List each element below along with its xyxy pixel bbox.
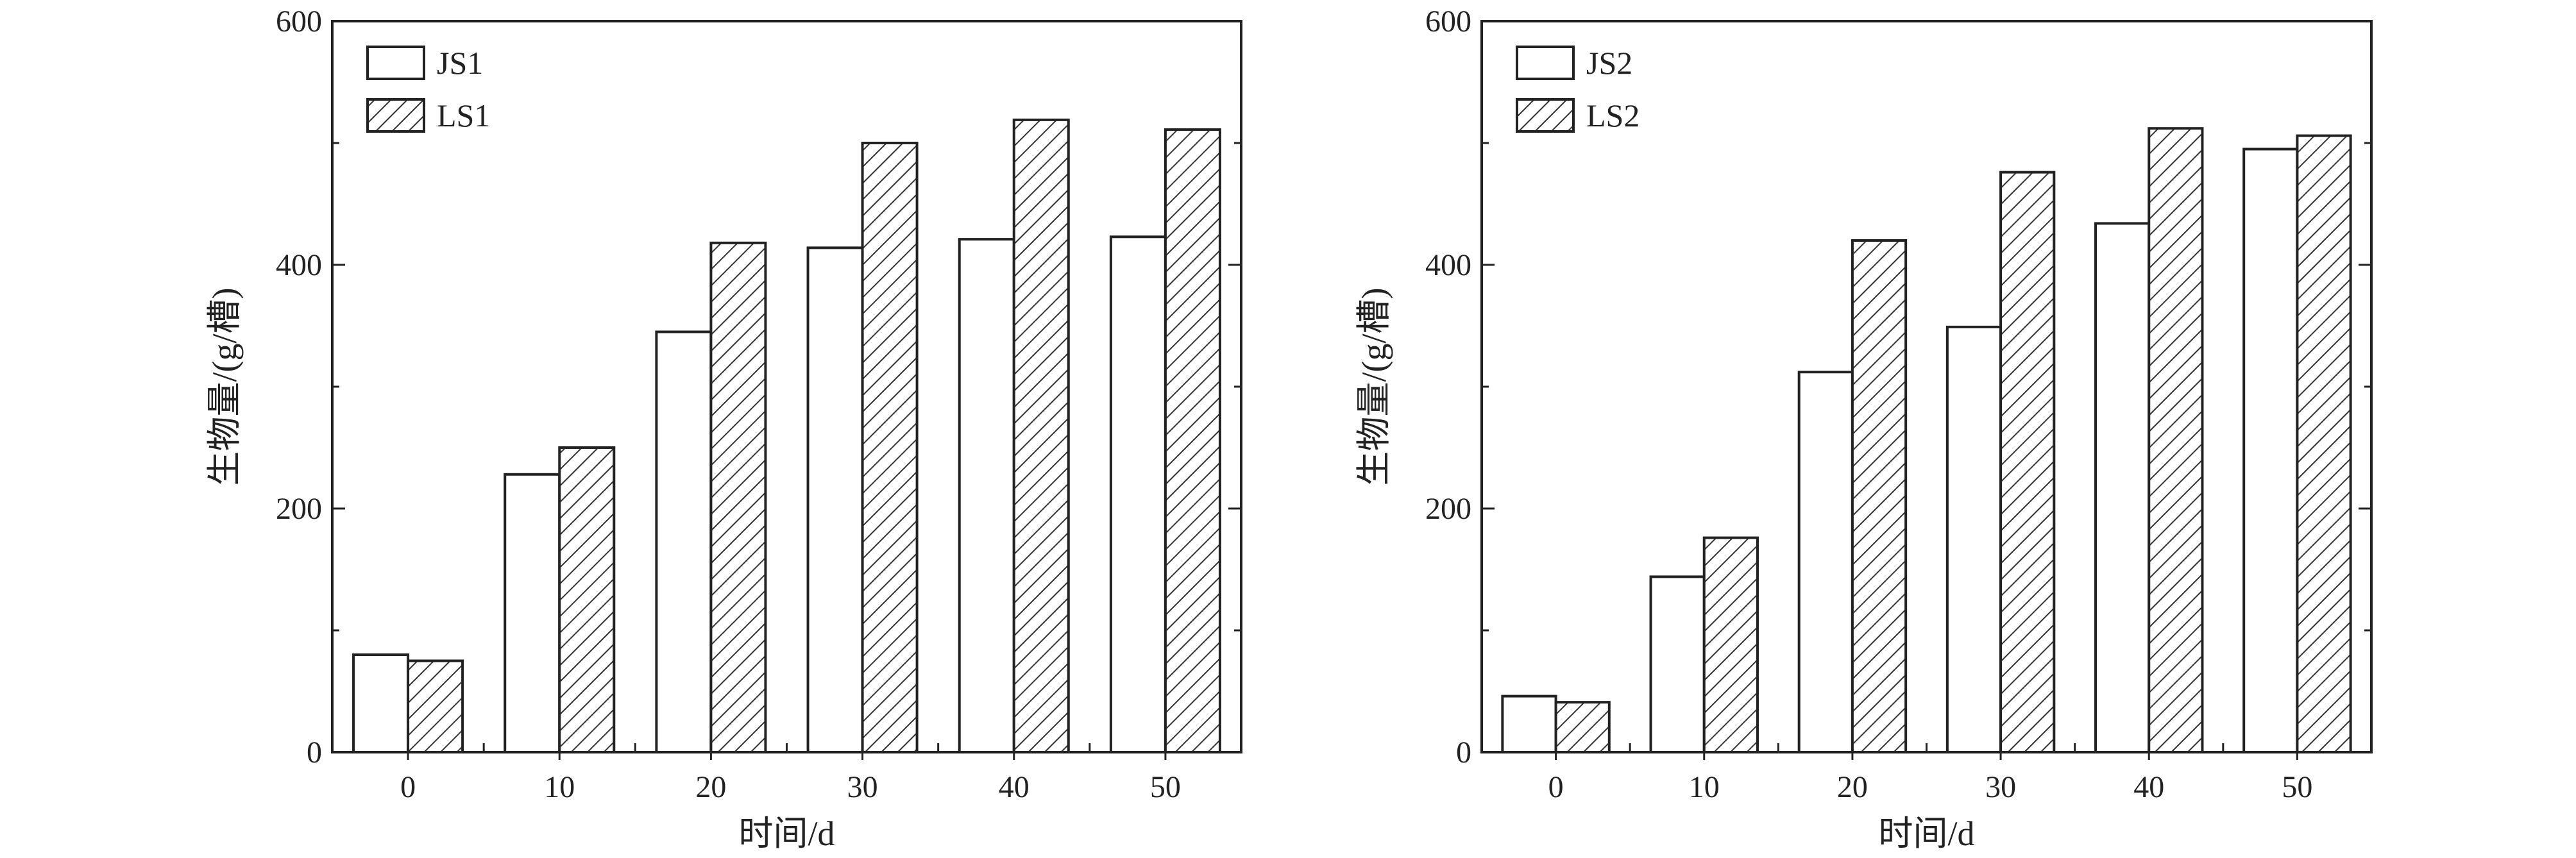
plot-frame xyxy=(1480,20,2373,753)
bar-ls1-30 xyxy=(861,142,919,753)
plot-frame xyxy=(331,20,1242,753)
legend-swatch-js2 xyxy=(1516,46,1575,80)
x-tick-label-0: 0 xyxy=(400,770,416,804)
y-tick-label-600: 600 xyxy=(1425,4,1471,38)
legend-swatch-ls2 xyxy=(1516,98,1575,133)
bar-js1-20 xyxy=(655,330,713,753)
x-axis-label: 时间/d xyxy=(738,814,835,853)
bar-js2-20 xyxy=(1797,371,1854,753)
x-tick-label-30: 30 xyxy=(847,770,878,804)
x-tick-label-40: 40 xyxy=(2133,770,2164,804)
y-tick-label-200: 200 xyxy=(1425,492,1471,526)
chart-panel-2: 0 10 20 30 40 50 0 200 400 600 时间/d 生物量/(g/槽) JS2 LS2 xyxy=(1355,4,2373,853)
x-tick-label-40: 40 xyxy=(999,770,1030,804)
bar-ls2-40 xyxy=(2148,127,2204,753)
bar-js2-0 xyxy=(1501,694,1557,753)
bar-ls2-10 xyxy=(1702,536,1759,753)
bar-ls1-40 xyxy=(1012,118,1070,753)
legend-label-js2: JS2 xyxy=(1586,45,1632,81)
y-axis-label: 生物量/(g/槽) xyxy=(205,288,244,486)
bar-ls2-30 xyxy=(1999,171,2056,754)
y-axis-label: 生物量/(g/槽) xyxy=(1355,288,1393,486)
bar-js1-0 xyxy=(352,653,410,753)
bar-js2-50 xyxy=(2242,147,2299,753)
y-tick-label-200: 200 xyxy=(276,492,322,526)
bar-ls1-20 xyxy=(709,241,767,753)
x-tick-label-20: 20 xyxy=(1837,770,1868,804)
y-tick-label-0: 0 xyxy=(1456,736,1471,770)
x-tick-label-0: 0 xyxy=(1548,770,1564,804)
bar-ls1-10 xyxy=(558,446,616,753)
bar-ls2-50 xyxy=(2296,134,2352,754)
chart-panel-1: 0 10 20 30 40 50 0 200 400 600 时间/d 生物量/(g/槽) JS1 LS1 xyxy=(205,4,1242,853)
x-tick-label-50: 50 xyxy=(2282,770,2312,804)
y-tick-label-600: 600 xyxy=(276,4,322,38)
x-tick-label-30: 30 xyxy=(1985,770,2016,804)
y-tick-label-400: 400 xyxy=(1425,248,1471,282)
x-tick-label-20: 20 xyxy=(695,770,726,804)
bar-js1-40 xyxy=(958,238,1015,754)
x-tick-label-50: 50 xyxy=(1150,770,1181,804)
legend-swatch-ls1 xyxy=(366,98,425,133)
bar-ls2-0 xyxy=(1554,701,1611,753)
legend-label-ls1: LS1 xyxy=(437,97,490,133)
bar-ls2-20 xyxy=(1851,239,1908,753)
bar-ls1-0 xyxy=(407,659,464,753)
x-tick-label-10: 10 xyxy=(1689,770,1720,804)
bar-js2-10 xyxy=(1649,575,1706,754)
bar-js1-30 xyxy=(806,246,864,753)
legend-swatch-js1 xyxy=(366,46,425,80)
x-axis-label: 时间/d xyxy=(1878,814,1974,853)
bar-ls1-50 xyxy=(1164,128,1221,754)
y-tick-label-400: 400 xyxy=(276,248,322,282)
x-tick-label-10: 10 xyxy=(544,770,575,804)
bar-js1-50 xyxy=(1109,235,1167,753)
legend-label-js1: JS1 xyxy=(437,45,483,81)
y-tick-label-0: 0 xyxy=(307,736,322,770)
bar-js2-30 xyxy=(1945,325,2003,753)
bar-js2-40 xyxy=(2094,222,2151,753)
bar-js1-10 xyxy=(504,473,561,753)
legend-label-ls2: LS2 xyxy=(1586,97,1640,133)
